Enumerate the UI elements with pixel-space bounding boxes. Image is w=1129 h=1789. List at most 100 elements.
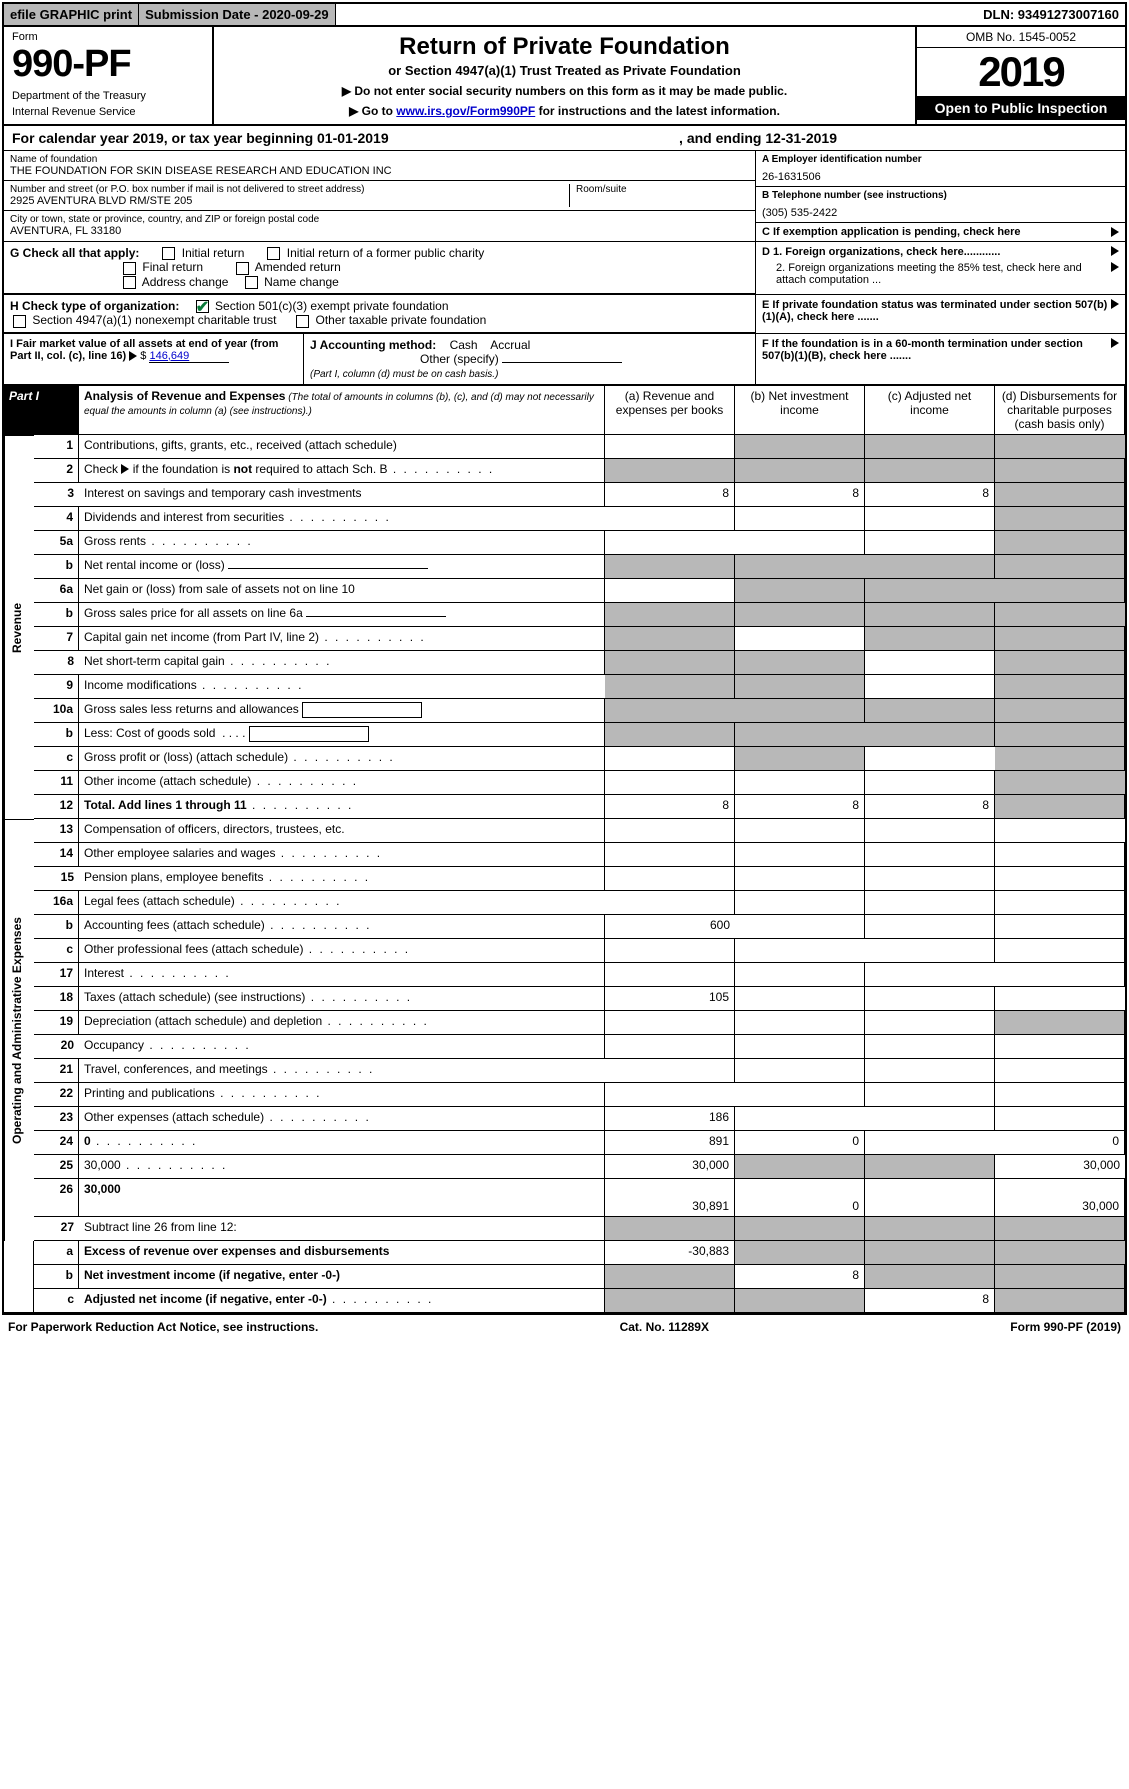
cell-gray — [735, 1155, 865, 1179]
cell-b — [735, 867, 865, 891]
cell-b — [735, 771, 865, 795]
g-amended-cb[interactable] — [236, 262, 249, 275]
h-other-cb[interactable] — [296, 315, 309, 328]
cell-a: 8 — [605, 483, 735, 507]
dept-treasury: Department of the Treasury — [12, 90, 204, 102]
row-num: 15 — [34, 867, 79, 891]
expenses-sidebar: Operating and Administrative Expenses — [4, 819, 34, 1241]
row-num: 22 — [34, 1083, 79, 1107]
cal-year-end: , and ending 12-31-2019 — [679, 130, 837, 146]
spacer-col — [4, 1241, 34, 1313]
cell-gray — [995, 675, 1125, 699]
cell-d — [995, 1035, 1125, 1059]
cell-a — [605, 1059, 735, 1083]
g-initial-former-cb[interactable] — [267, 247, 280, 260]
row-desc: Other expenses (attach schedule) — [79, 1107, 605, 1131]
cell-gray — [995, 699, 1125, 723]
cell-d — [995, 939, 1125, 963]
cell-d-gray — [995, 483, 1125, 507]
row-desc: Travel, conferences, and meetings — [79, 1059, 605, 1083]
cell-b — [735, 1083, 865, 1107]
g-d-block: G Check all that apply: Initial return I… — [4, 242, 1125, 295]
identity-right: A Employer identification number 26-1631… — [755, 151, 1125, 241]
g-final-return-cb[interactable] — [123, 262, 136, 275]
g-name-change-cb[interactable] — [245, 276, 258, 289]
cell-d-gray — [995, 507, 1125, 531]
g-address-change-cb[interactable] — [123, 276, 136, 289]
cell-c: 8 — [865, 483, 995, 507]
row-num: c — [34, 939, 79, 963]
cell-b — [735, 843, 865, 867]
cell-gray — [605, 651, 735, 675]
cell-gray — [995, 1265, 1125, 1289]
row-num: b — [34, 915, 79, 939]
cell-gray — [735, 675, 865, 699]
j-other-field[interactable] — [502, 362, 622, 363]
h-4947-cb[interactable] — [13, 315, 26, 328]
cell-gray — [995, 459, 1125, 483]
rental-income-field[interactable] — [228, 568, 428, 569]
form-url-link[interactable]: www.irs.gov/Form990PF — [396, 104, 535, 118]
gross-sales-field[interactable] — [306, 616, 446, 617]
revenue-grid: Revenue 1Contributions, gifts, grants, e… — [4, 435, 1125, 819]
cell-d: 0 — [995, 1131, 1125, 1155]
row-desc: Interest — [79, 963, 605, 987]
row-num: 9 — [34, 675, 79, 699]
cell-gray — [865, 579, 995, 603]
h-opt1: Section 501(c)(3) exempt private foundat… — [215, 299, 448, 313]
row-desc: Gross rents — [79, 531, 605, 555]
row-desc: Compensation of officers, directors, tru… — [79, 819, 605, 843]
cell-gray — [995, 603, 1125, 627]
cell-d — [995, 1083, 1125, 1107]
row-desc: Gross sales price for all assets on line… — [79, 603, 605, 627]
row-desc: Excess of revenue over expenses and disb… — [79, 1241, 605, 1265]
g-opt4: Amended return — [255, 260, 341, 274]
cell-b — [735, 939, 865, 963]
cell-d — [995, 1107, 1125, 1131]
cell-gray — [865, 723, 995, 747]
phone-label: B Telephone number (see instructions) — [762, 190, 1119, 201]
col-d-head: (d) Disbursements for charitable purpose… — [995, 386, 1125, 435]
col-b-head: (b) Net investment income — [735, 386, 865, 435]
row-num: a — [34, 1241, 79, 1265]
arrow-icon — [121, 464, 129, 474]
row-desc: Net investment income (if negative, ente… — [79, 1265, 605, 1289]
h-501c3-cb[interactable] — [196, 300, 209, 313]
tax-year: 2019 — [917, 48, 1125, 96]
form-header: Form 990-PF Department of the Treasury I… — [4, 27, 1125, 126]
cell-d — [995, 987, 1125, 1011]
ein-row: A Employer identification number 26-1631… — [756, 151, 1125, 187]
cell-c — [865, 507, 995, 531]
j-opt1: Cash — [450, 338, 478, 352]
cell-d-gray — [995, 435, 1125, 459]
cell-c — [865, 747, 995, 771]
cell-b: 8 — [735, 1265, 865, 1289]
cell-b — [735, 627, 865, 651]
cell-c — [865, 819, 995, 843]
row-desc: Dividends and interest from securities — [79, 507, 605, 531]
cell-c-gray — [865, 435, 995, 459]
row-num: 27 — [34, 1217, 79, 1241]
cell-gray — [605, 459, 735, 483]
cell-a — [605, 1011, 735, 1035]
cell-gray — [995, 795, 1125, 819]
gross-sales-box[interactable] — [302, 702, 422, 718]
col-c-head: (c) Adjusted net income — [865, 386, 995, 435]
identity-left: Name of foundation THE FOUNDATION FOR SK… — [4, 151, 755, 241]
cell-a: 891 — [605, 1131, 735, 1155]
cell-c — [865, 1011, 995, 1035]
cell-a — [605, 579, 735, 603]
row-num: c — [34, 747, 79, 771]
cogs-box[interactable] — [249, 726, 369, 742]
g-initial-return-cb[interactable] — [162, 247, 175, 260]
cell-c — [865, 771, 995, 795]
cell-gray — [995, 555, 1125, 579]
i-value[interactable]: 146,649 — [149, 350, 229, 363]
cell-gray — [995, 579, 1125, 603]
cell-gray — [735, 1289, 865, 1313]
cell-b — [735, 915, 865, 939]
cell-c — [865, 675, 995, 699]
col-a-head: (a) Revenue and expenses per books — [605, 386, 735, 435]
arrow-icon — [1111, 338, 1119, 348]
cell-b: 8 — [735, 795, 865, 819]
